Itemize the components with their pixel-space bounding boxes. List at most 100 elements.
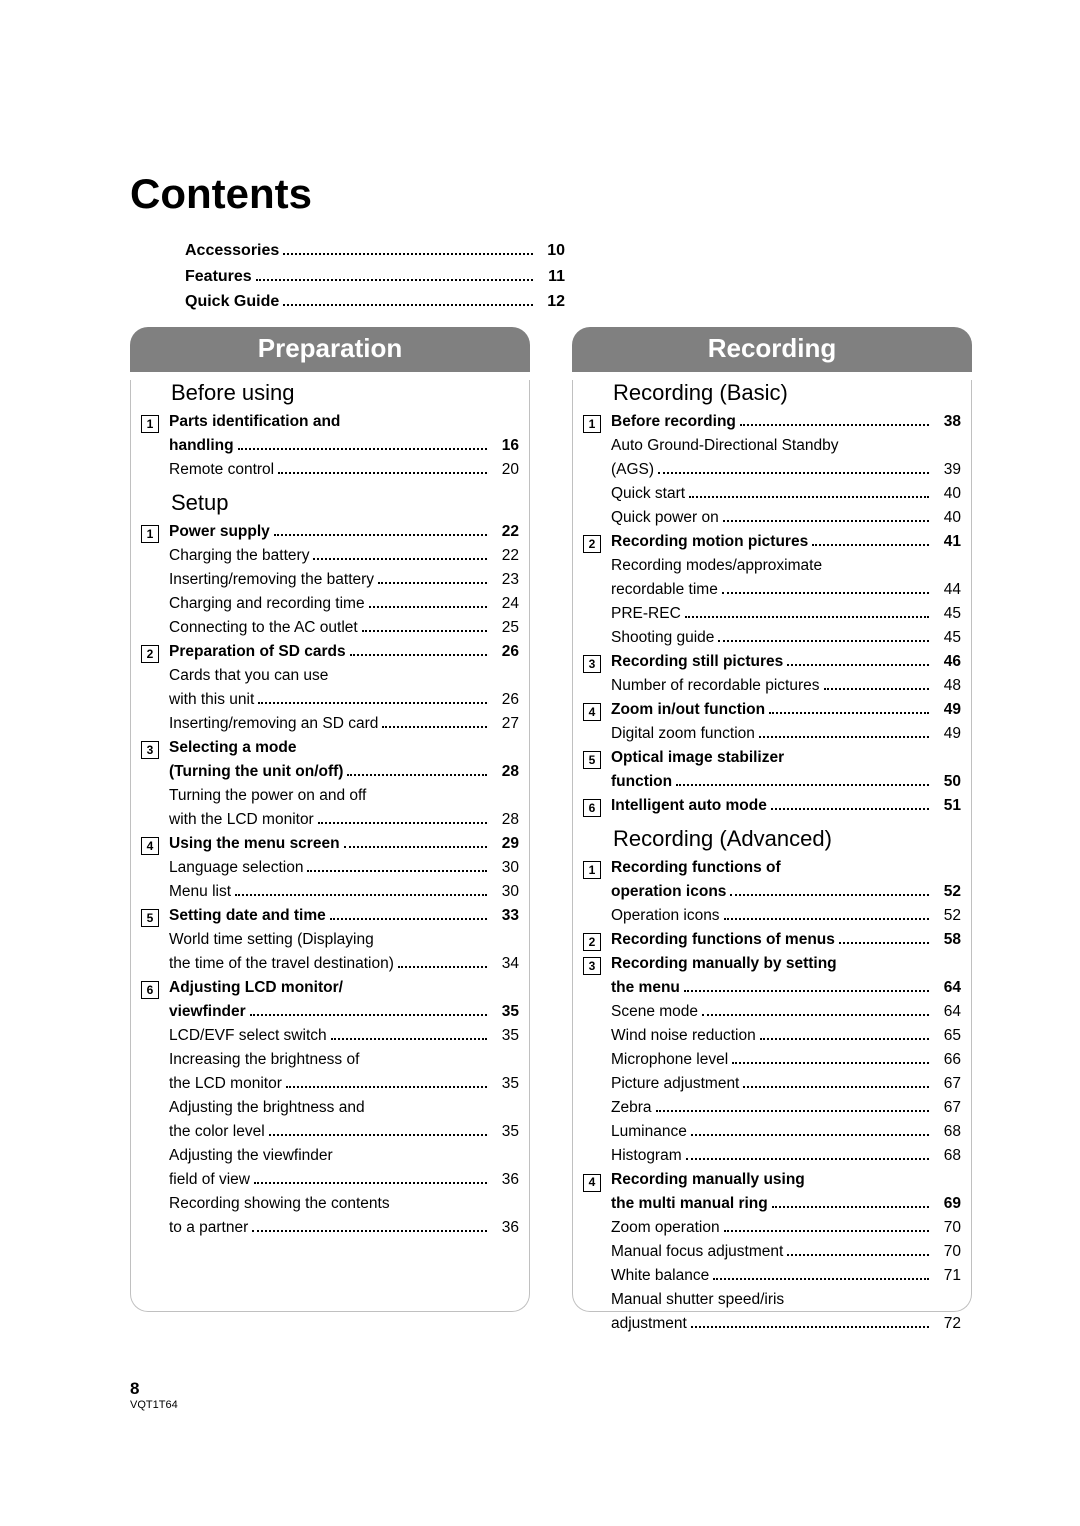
subsection-heading: Setup: [171, 490, 519, 516]
toc-entry: 6Intelligent auto mode51: [583, 794, 961, 818]
entry-label: Digital zoom function: [611, 722, 755, 746]
entry-page: 35: [491, 1000, 519, 1024]
entry-leader-dots: [723, 508, 929, 522]
entry-line: Adjusting LCD monitor/: [169, 976, 519, 1000]
entry-leader-dots: [398, 954, 487, 968]
entry-label: Preparation of SD cards: [169, 640, 346, 664]
entry-leader-dots: [732, 1050, 929, 1064]
entry-line: Shooting guide45: [611, 626, 961, 650]
entry-line: Language selection30: [169, 856, 519, 880]
entry-line: Increasing the brightness of: [169, 1048, 519, 1072]
left-column-box: Before using1Parts identification andhan…: [130, 380, 530, 1312]
entry-page: 28: [491, 760, 519, 784]
entry-leader-dots: [769, 700, 929, 714]
entry-line: Recording manually by setting: [611, 952, 961, 976]
entry-label: Inserting/removing an SD card: [169, 712, 378, 736]
entry-line: operation icons52: [611, 880, 961, 904]
toc-entry: Inserting/removing the battery23: [141, 568, 519, 592]
entry-label-wrap: Digital zoom function 49: [611, 722, 961, 746]
toc-entry: 3Recording manually by settingthe menu64: [583, 952, 961, 1000]
toc-entry: 1Before recording38: [583, 410, 961, 434]
toc-entry: Recording showing the contentsto a partn…: [141, 1192, 519, 1240]
entry-line: Menu list30: [169, 880, 519, 904]
entry-line: Zoom operation70: [611, 1216, 961, 1240]
toc-entry: Adjusting the viewfinderfield of view36: [141, 1144, 519, 1192]
toc-entry: 6Adjusting LCD monitor/viewfinder35: [141, 976, 519, 1024]
entry-number-box: 3: [141, 741, 159, 759]
entry-label-wrap: Turning the power on and offwith the LCD…: [169, 784, 519, 832]
entry-page: 39: [933, 458, 961, 482]
entry-page: 65: [933, 1024, 961, 1048]
entry-label: Recording functions of menus: [611, 928, 835, 952]
entry-leader-dots: [787, 652, 929, 666]
entry-page: 68: [933, 1120, 961, 1144]
toc-entry: Increasing the brightness ofthe LCD moni…: [141, 1048, 519, 1096]
entry-number-box: 1: [583, 861, 601, 879]
entry-label-wrap: Microphone level66: [611, 1048, 961, 1072]
entry-label-wrap: Accessories10: [185, 238, 565, 264]
entry-number-box: 4: [583, 1174, 601, 1192]
toc-entry: Inserting/removing an SD card27: [141, 712, 519, 736]
toc-entry: 3 Selecting a mode(Turning the unit on/of…: [141, 736, 519, 784]
entry-label: Adjusting the brightness and: [169, 1096, 365, 1120]
entry-leader-dots: [344, 834, 487, 848]
entry-line: Accessories10: [185, 238, 565, 264]
entry-label: Recording manually by setting: [611, 952, 837, 976]
entry-line: Digital zoom function 49: [611, 722, 961, 746]
entry-line: Intelligent auto mode51: [611, 794, 961, 818]
entry-label-wrap: Adjusting the brightness andthe color le…: [169, 1096, 519, 1144]
entry-page: 68: [933, 1144, 961, 1168]
toc-entry: PRE-REC45: [583, 602, 961, 626]
subsection-heading: Recording (Advanced): [613, 826, 961, 852]
entry-page: 22: [491, 520, 519, 544]
entry-leader-dots: [771, 796, 929, 810]
toc-entry: Wind noise reduction65: [583, 1024, 961, 1048]
entry-number-box: 1: [141, 415, 159, 433]
entry-line: the multi manual ring69: [611, 1192, 961, 1216]
entry-line: recordable time44: [611, 578, 961, 602]
entry-label: (Turning the unit on/off): [169, 760, 343, 784]
entry-leader-dots: [713, 1266, 929, 1280]
entry-line: Adjusting the brightness and: [169, 1096, 519, 1120]
page: Contents Accessories10Features11Quick Gu…: [0, 0, 1080, 1526]
entry-line: Inserting/removing an SD card27: [169, 712, 519, 736]
entry-leader-dots: [656, 1098, 930, 1112]
entry-line: Histogram68: [611, 1144, 961, 1168]
entry-number-box: 2: [583, 535, 601, 553]
entry-label-wrap: Luminance68: [611, 1120, 961, 1144]
right-column: Recording Recording (Basic)1Before recor…: [572, 327, 972, 1312]
entry-line: Features11: [185, 264, 565, 290]
entry-page: 20: [491, 458, 519, 482]
entry-line: Using the menu screen29: [169, 832, 519, 856]
entry-label: Selecting a mode: [169, 736, 296, 760]
entry-page: 52: [933, 880, 961, 904]
entry-line: Recording functions of: [611, 856, 961, 880]
entry-line: Quick power on40: [611, 506, 961, 530]
subsection-heading: Recording (Basic): [613, 380, 961, 406]
entry-label-wrap: Preparation of SD cards26: [169, 640, 519, 664]
entry-label: Recording motion pictures: [611, 530, 808, 554]
entry-page: 72: [933, 1312, 961, 1336]
entry-line: Parts identification and: [169, 410, 519, 434]
entry-page: 29: [491, 832, 519, 856]
entry-label: Turning the power on and off: [169, 784, 366, 808]
entry-label-wrap: Charging and recording time24: [169, 592, 519, 616]
entry-leader-dots: [258, 690, 487, 704]
entry-page: 25: [491, 616, 519, 640]
entry-label: Adjusting LCD monitor/: [169, 976, 343, 1000]
entry-label-wrap: Language selection30: [169, 856, 519, 880]
entry-page: 35: [491, 1120, 519, 1144]
entry-line: Selecting a mode: [169, 736, 519, 760]
entry-page: 51: [933, 794, 961, 818]
entry-label: Manual focus adjustment: [611, 1240, 783, 1264]
entry-page: 49: [933, 722, 961, 746]
entry-page: 35: [491, 1024, 519, 1048]
entry-leader-dots: [313, 546, 487, 560]
entry-label: Charging the battery: [169, 544, 309, 568]
entry-label: Setting date and time: [169, 904, 326, 928]
entry-page: 28: [491, 808, 519, 832]
toc-entry: Zebra67: [583, 1096, 961, 1120]
toc-entry: 4Zoom in/out function49: [583, 698, 961, 722]
toc-entry: Shooting guide45: [583, 626, 961, 650]
entry-label: to a partner: [169, 1216, 248, 1240]
